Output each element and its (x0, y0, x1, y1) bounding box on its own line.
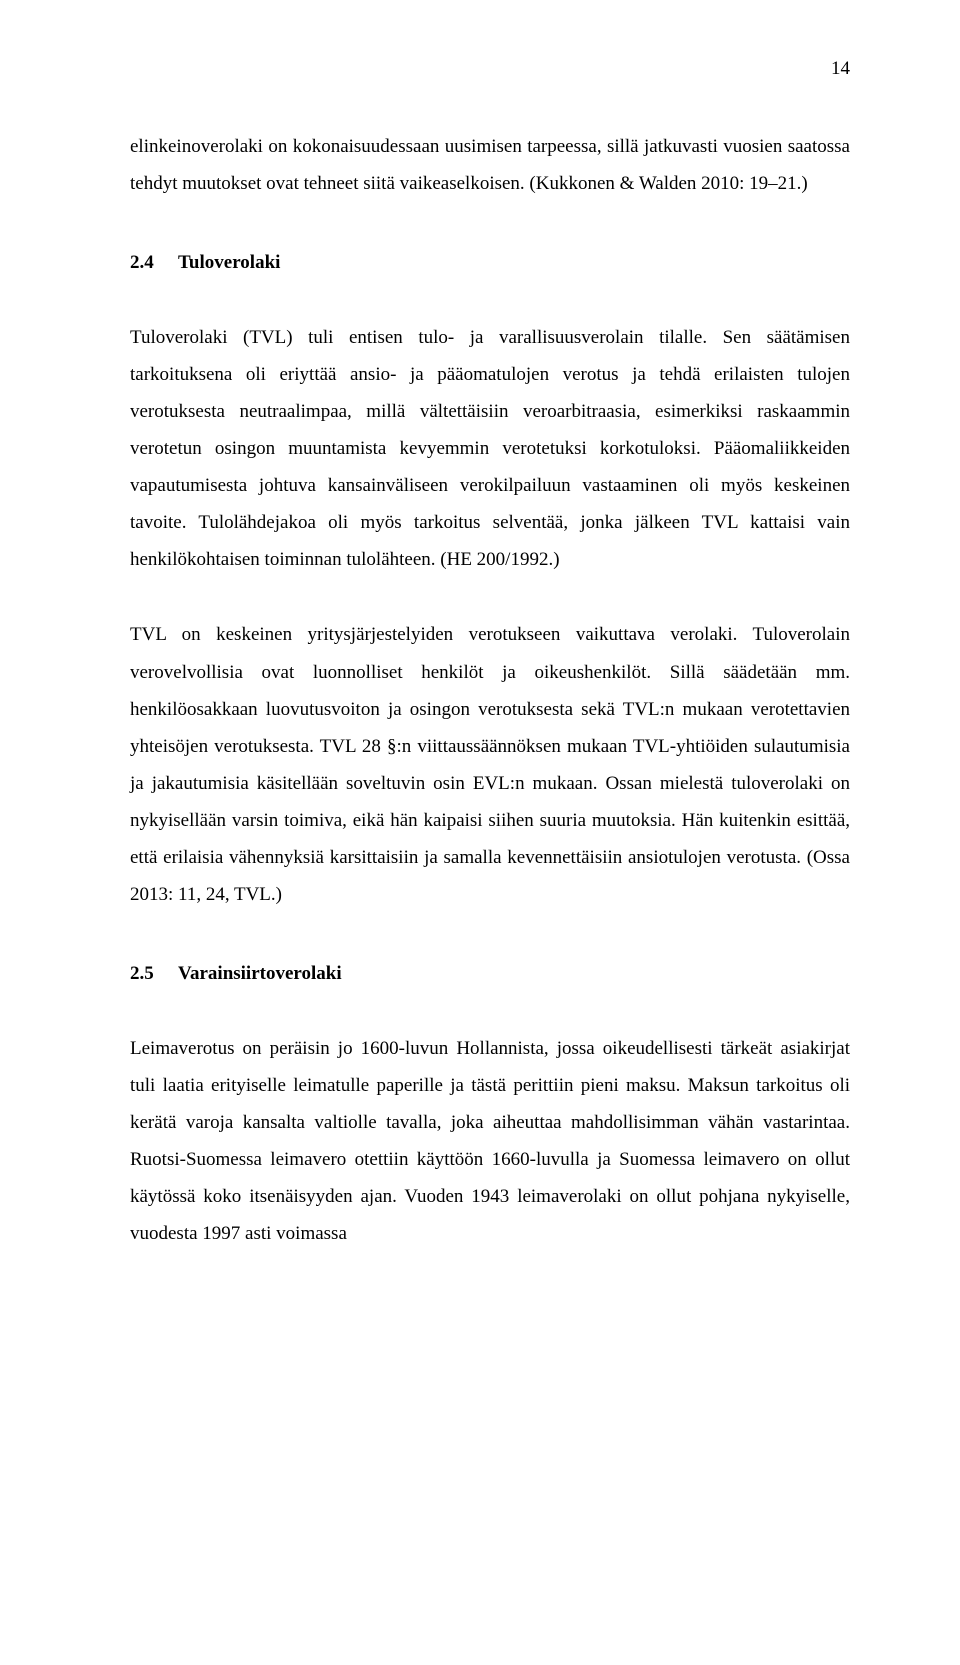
section-heading-2-4: 2.4Tuloverolaki (130, 244, 850, 281)
page-number: 14 (831, 58, 850, 80)
paragraph: elinkeinoverolaki on kokonaisuudessaan u… (130, 128, 850, 202)
heading-number: 2.5 (130, 955, 178, 992)
heading-text: Tuloverolaki (178, 252, 280, 273)
heading-text: Varainsiirtoverolaki (178, 963, 342, 984)
paragraph: Tuloverolaki (TVL) tuli entisen tulo- ja… (130, 319, 850, 578)
paragraph: Leimaverotus on peräisin jo 1600-luvun H… (130, 1030, 850, 1252)
document-page: 14 elinkeinoverolaki on kokonaisuudessaa… (0, 0, 960, 1252)
paragraph: TVL on keskeinen yritysjärjestelyiden ve… (130, 616, 850, 912)
section-heading-2-5: 2.5Varainsiirtoverolaki (130, 955, 850, 992)
heading-number: 2.4 (130, 244, 178, 281)
